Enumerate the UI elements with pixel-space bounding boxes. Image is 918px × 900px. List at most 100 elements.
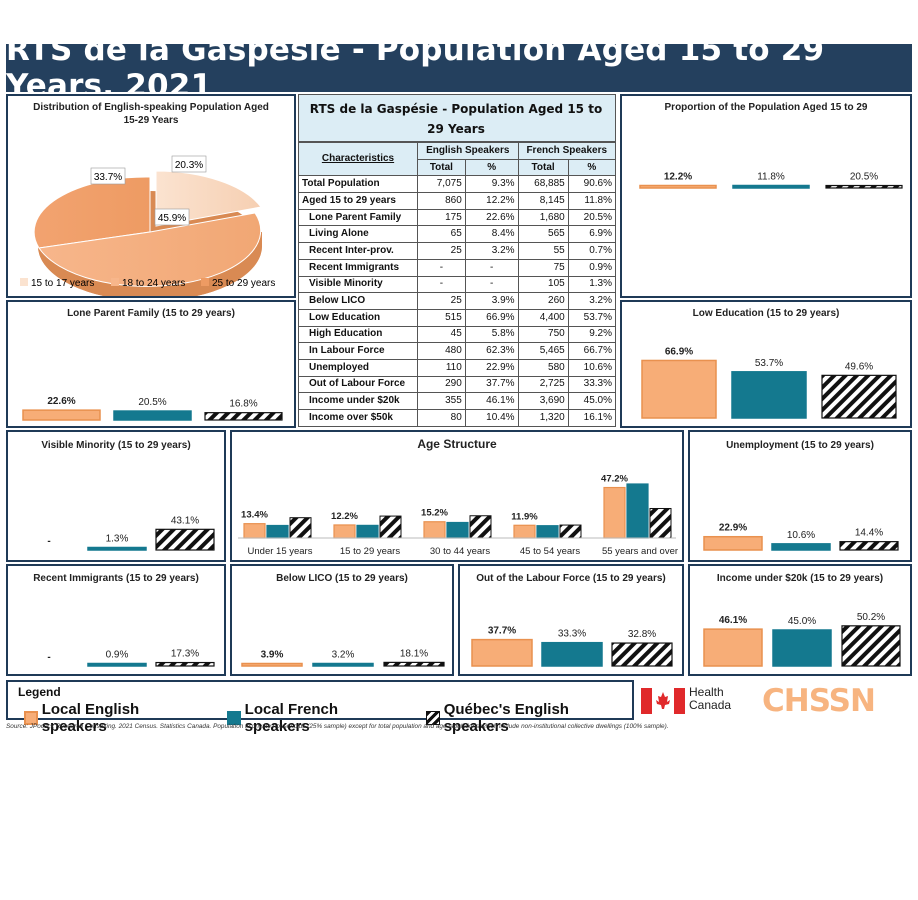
out-labour-title: Out of the Labour Force (15 to 29 years) [476, 573, 666, 584]
french-total-cell: 260 [517, 292, 569, 310]
col-characteristics: Characteristics [298, 141, 418, 177]
legend-english: Local English speakers [41, 701, 140, 735]
table-row: Unemployed 110 22.9% 580 10.6% [298, 358, 617, 377]
bar-label-english: 46.1% [719, 615, 747, 626]
legend-panel: Legend Local English speakers Local Fren… [6, 680, 634, 735]
english-pct-cell: 46.1% [464, 392, 519, 410]
col-english-total: Total [417, 158, 466, 177]
recent-immigrants-panel: Recent Immigrants (15 to 29 years) - 0.9%… [6, 564, 226, 676]
lone-parent-panel: Lone Parent Family (15 to 29 years) 22.6… [6, 300, 296, 428]
age-bar-english [513, 524, 536, 539]
data-table: Characteristics English Speakers French … [298, 141, 617, 427]
pie-label-box-2 [90, 167, 126, 185]
english-total-cell: 7,075 [417, 175, 466, 194]
bar-quebec [839, 541, 899, 551]
pie-legend-1: 15 to 17 years [31, 278, 94, 289]
legend-french: Local French speakers [244, 701, 339, 735]
bar-french [541, 641, 603, 667]
pie-legend-2: 18 to 24 years [122, 278, 185, 289]
proportion-chart: 12.2% 11.8% 20.5% [639, 172, 903, 189]
english-pct-cell: 37.7% [464, 375, 519, 394]
lone-parent-title: Lone Parent Family (15 to 29 years) [67, 308, 235, 319]
french-total-cell: 580 [517, 358, 569, 377]
row-label: Living Alone [298, 225, 418, 244]
bar-label-quebec: 14.4% [855, 528, 883, 539]
age-bar-quebec [559, 524, 582, 539]
visible-minority-chart: - 1.3% 43.1% [47, 515, 215, 551]
col-french: French Speakers [517, 142, 617, 160]
english-pct-cell: - [464, 258, 519, 277]
bar-label-french: 10.6% [787, 530, 815, 541]
pie-slice-25-29 [33, 176, 151, 249]
unemployment-title: Unemployment (15 to 29 years) [726, 440, 874, 451]
english-pct-cell: 22.6% [464, 208, 519, 227]
lone-parent-chart: 22.6% 20.5% 16.8% [22, 396, 283, 421]
bar-label-french: 11.8% [757, 172, 785, 183]
low-education-title: Low Education (15 to 29 years) [692, 308, 840, 319]
table-row: Recent Immigrants - -75 0.9% [298, 258, 617, 277]
bar-label-quebec: 49.6% [845, 361, 873, 372]
bar-label-english: 66.9% [665, 346, 693, 357]
table-row: Income over $50k 80 10.4% 1,320 16.1% [298, 409, 617, 427]
bar-label-english: 22.9% [719, 523, 747, 534]
table-row: Out of Labour Force 290 37.7% 2,725 33.3% [298, 375, 617, 394]
bar-label-quebec: 32.8% [628, 629, 656, 640]
row-label: Aged 15 to 29 years [298, 192, 418, 210]
col-characteristics-label: Characteristics [321, 153, 395, 165]
row-label: Recent Inter-prov. [298, 242, 418, 260]
below-lico-title: Below LICO (15 to 29 years) [276, 573, 408, 584]
legend-title: Legend [18, 685, 61, 699]
english-total-cell: 175 [417, 208, 466, 227]
age-category-label: 30 to 44 years [430, 546, 490, 557]
age-bar-label: 13.4% [241, 510, 268, 521]
english-total-cell: 355 [417, 392, 466, 410]
bar-french [113, 410, 192, 421]
pie-legend-swatch-3 [201, 278, 209, 286]
low-education-panel: Low Education (15 to 29 years) 66.9% 53.7… [620, 300, 912, 428]
pie-label-box-3 [154, 208, 190, 226]
pie-legend-swatch-1 [20, 278, 28, 286]
french-pct-cell: 90.6% [567, 175, 617, 194]
bar-quebec [841, 625, 901, 667]
visible-minority-panel: Visible Minority (15 to 29 years) - 1.3% 4… [6, 430, 226, 562]
recent-immigrants-title: Recent Immigrants (15 to 29 years) [33, 573, 199, 584]
row-label: High Education [298, 325, 418, 344]
french-pct-cell: 16.1% [567, 409, 617, 427]
bar-quebec [611, 642, 673, 667]
english-pct-cell: - [464, 275, 519, 294]
canada-flag-icon [641, 688, 685, 714]
bar-quebec [204, 412, 283, 421]
legend-swatch-english [24, 711, 38, 725]
english-total-cell: 290 [417, 375, 466, 394]
income-chart: 46.1% 45.0% 50.2% [703, 612, 901, 667]
french-pct-cell: 11.8% [567, 192, 617, 210]
bar-label-french: 33.3% [558, 629, 586, 640]
age-bar-french [356, 524, 379, 539]
bar-english [703, 535, 763, 551]
bar-label-french: 3.2% [332, 650, 355, 661]
french-total-cell: 750 [517, 325, 569, 344]
pie-panel: Distribution of English-speaking Populat… [6, 94, 296, 298]
french-total-cell: 5,465 [517, 342, 569, 360]
french-total-cell: 68,885 [517, 175, 569, 194]
table-row: Total Population 7,075 9.3% 68,885 90.6% [298, 175, 617, 194]
french-pct-cell: 66.7% [567, 342, 617, 360]
bar-label-french: 0.9% [106, 650, 129, 661]
row-label: Income over $50k [298, 409, 418, 427]
out-labour-chart: 37.7% 33.3% 32.8% [471, 626, 673, 667]
legend-items: Local English speakers Local French spea… [24, 701, 632, 735]
bar-french [731, 371, 807, 419]
french-pct-cell: 20.5% [567, 208, 617, 227]
table-row: In Labour Force 480 62.3% 5,465 66.7% [298, 342, 617, 360]
bar-label-french: 53.7% [755, 358, 783, 369]
pie-legend-3: 25 to 29 years [212, 278, 275, 289]
english-total-cell: 480 [417, 342, 466, 360]
age-bar-label: 47.2% [601, 474, 628, 485]
row-label: Visible Minority [298, 275, 418, 294]
table-row: Income under $20k 355 46.1% 3,690 45.0% [298, 392, 617, 410]
bar-label-quebec: 20.5% [850, 172, 878, 183]
pie-slice-18-24 [38, 212, 262, 287]
french-pct-cell: 3.2% [567, 292, 617, 310]
age-bar-quebec [379, 515, 402, 539]
english-total-cell: 25 [417, 242, 466, 260]
